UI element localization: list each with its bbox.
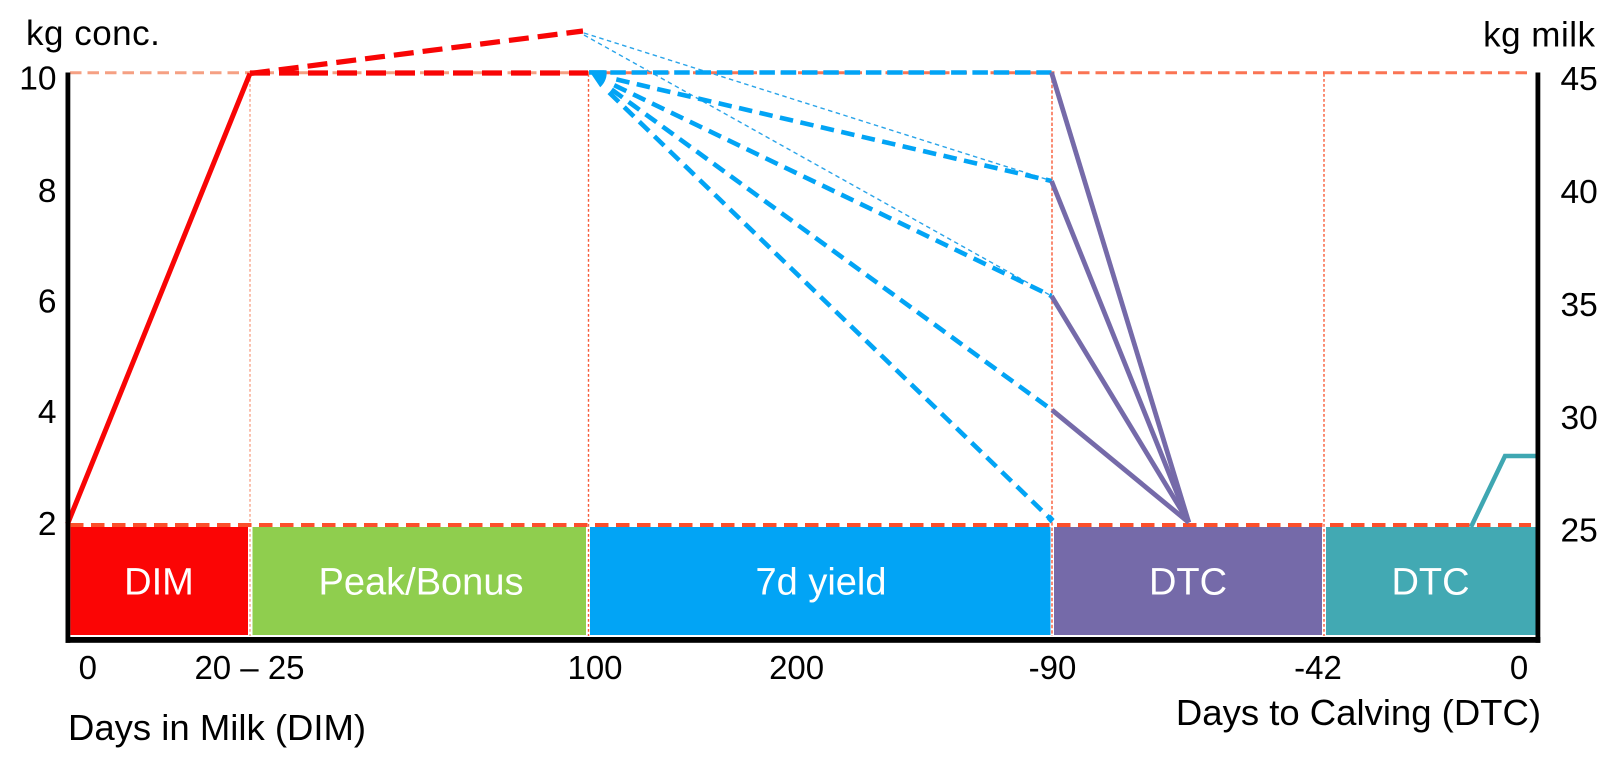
svg-text:8: 8: [38, 173, 57, 210]
svg-text:20 – 25: 20 – 25: [194, 649, 304, 686]
svg-text:DTC: DTC: [1391, 562, 1469, 604]
svg-text:40: 40: [1561, 174, 1598, 211]
svg-text:30: 30: [1561, 400, 1598, 437]
svg-text:DTC: DTC: [1149, 562, 1227, 604]
svg-text:25: 25: [1561, 513, 1598, 550]
svg-text:DIM: DIM: [124, 562, 194, 604]
svg-text:0: 0: [1510, 649, 1528, 686]
svg-text:-90: -90: [1029, 649, 1077, 686]
svg-text:200: 200: [769, 649, 824, 686]
svg-text:7d yield: 7d yield: [756, 562, 887, 604]
svg-text:Peak/Bonus: Peak/Bonus: [319, 562, 524, 604]
svg-text:2: 2: [38, 506, 57, 543]
svg-text:35: 35: [1561, 287, 1598, 324]
svg-text:0: 0: [79, 649, 97, 686]
svg-text:Days in Milk (DIM): Days in Milk (DIM): [68, 707, 366, 748]
svg-text:Days to Calving (DTC): Days to Calving (DTC): [1176, 692, 1541, 733]
svg-text:6: 6: [38, 284, 57, 321]
svg-text:4: 4: [38, 394, 57, 431]
svg-text:45: 45: [1561, 61, 1598, 98]
svg-text:kg milk: kg milk: [1483, 16, 1595, 55]
svg-text:10: 10: [19, 61, 56, 98]
svg-text:-42: -42: [1294, 649, 1342, 686]
svg-text:100: 100: [567, 649, 622, 686]
svg-text:kg conc.: kg conc.: [26, 14, 160, 53]
